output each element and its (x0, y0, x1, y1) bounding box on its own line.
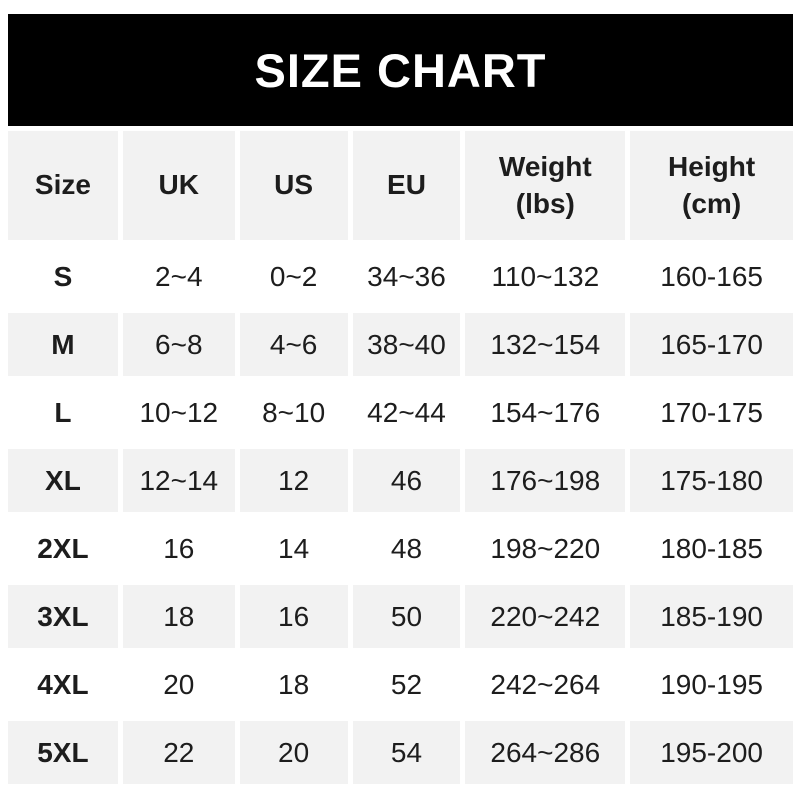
table-cell: 175-180 (630, 449, 793, 512)
page-title: SIZE CHART (254, 43, 547, 97)
column-header: Size (8, 131, 118, 240)
size-label-cell: XL (8, 449, 118, 512)
table-cell: 6~8 (122, 313, 235, 376)
size-label-cell: L (8, 381, 118, 444)
table-cell: 0~2 (239, 245, 348, 308)
table-cell: 12~14 (122, 449, 235, 512)
table-cell: 46 (352, 449, 461, 512)
table-cell: 20 (122, 653, 235, 716)
size-label-cell: 4XL (8, 653, 118, 716)
table-cell: 54 (352, 721, 461, 784)
table-cell: 185-190 (630, 585, 793, 648)
table-cell: 16 (122, 517, 235, 580)
column-header: US (239, 131, 348, 240)
table-cell: 165-170 (630, 313, 793, 376)
table-cell: 242~264 (465, 653, 626, 716)
table-cell: 16 (239, 585, 348, 648)
table-cell: 2~4 (122, 245, 235, 308)
table-cell: 20 (239, 721, 348, 784)
table-cell: 38~40 (352, 313, 461, 376)
table-cell: 198~220 (465, 517, 626, 580)
table-cell: 160-165 (630, 245, 793, 308)
column-header: Height (cm) (630, 131, 793, 240)
table-cell: 132~154 (465, 313, 626, 376)
size-label-cell: 3XL (8, 585, 118, 648)
table-cell: 4~6 (239, 313, 348, 376)
column-header: EU (352, 131, 461, 240)
table-cell: 195-200 (630, 721, 793, 784)
table-cell: 52 (352, 653, 461, 716)
table-cell: 22 (122, 721, 235, 784)
title-banner: SIZE CHART (8, 14, 793, 126)
table-cell: 14 (239, 517, 348, 580)
table-cell: 18 (122, 585, 235, 648)
table-cell: 34~36 (352, 245, 461, 308)
size-label-cell: 5XL (8, 721, 118, 784)
table-cell: 8~10 (239, 381, 348, 444)
table-cell: 18 (239, 653, 348, 716)
table-cell: 42~44 (352, 381, 461, 444)
table-cell: 50 (352, 585, 461, 648)
table-cell: 10~12 (122, 381, 235, 444)
size-label-cell: S (8, 245, 118, 308)
table-cell: 180-185 (630, 517, 793, 580)
table-cell: 264~286 (465, 721, 626, 784)
table-cell: 176~198 (465, 449, 626, 512)
size-label-cell: 2XL (8, 517, 118, 580)
table-cell: 48 (352, 517, 461, 580)
table-cell: 154~176 (465, 381, 626, 444)
table-cell: 110~132 (465, 245, 626, 308)
size-table: Size UK US EU Weight (lbs) Height (cm) S 2~4 0~2… (8, 131, 793, 784)
table-cell: 220~242 (465, 585, 626, 648)
table-cell: 170-175 (630, 381, 793, 444)
size-label-cell: M (8, 313, 118, 376)
column-header: UK (122, 131, 235, 240)
table-cell: 190-195 (630, 653, 793, 716)
table-cell: 12 (239, 449, 348, 512)
column-header: Weight (lbs) (465, 131, 626, 240)
